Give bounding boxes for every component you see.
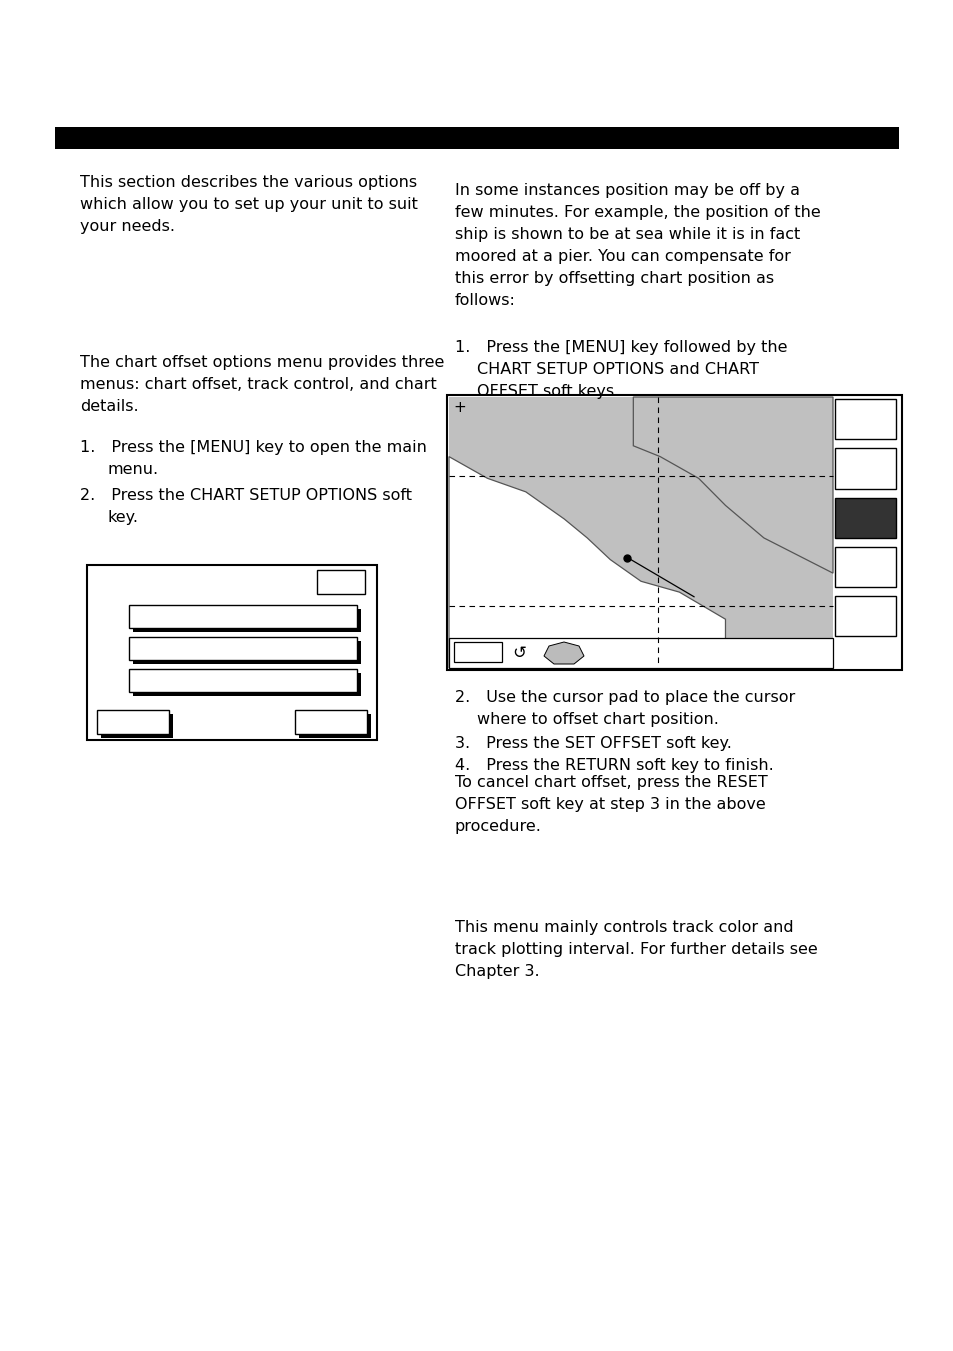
Bar (454, 642, 501, 662)
Text: This menu mainly controls track color and: This menu mainly controls track color an… (455, 920, 793, 935)
Text: +: + (453, 400, 465, 415)
Text: moored at a pier. You can compensate for: moored at a pier. You can compensate for (455, 249, 790, 263)
Bar (449, 638, 832, 667)
Text: This section describes the various options: This section describes the various optio… (80, 176, 416, 190)
Text: To cancel chart offset, press the RESET: To cancel chart offset, press the RESET (455, 775, 767, 790)
Text: The chart offset options menu provides three: The chart offset options menu provides t… (80, 355, 444, 370)
Text: ship is shown to be at sea while it is in fact: ship is shown to be at sea while it is i… (455, 227, 800, 242)
Text: In some instances position may be off by a: In some instances position may be off by… (455, 182, 800, 199)
Text: menu.: menu. (108, 462, 159, 477)
Bar (132, 640, 360, 663)
Polygon shape (449, 457, 724, 667)
Text: 3. Press the SET OFFSET soft key.: 3. Press the SET OFFSET soft key. (455, 736, 731, 751)
Text: your needs.: your needs. (80, 219, 174, 234)
Bar (298, 713, 371, 738)
Bar (449, 397, 832, 667)
Text: details.: details. (80, 399, 138, 413)
Text: menus: chart offset, track control, and chart: menus: chart offset, track control, and … (80, 377, 436, 392)
Bar (87, 565, 376, 740)
Bar (129, 669, 356, 692)
Bar (834, 399, 895, 439)
Text: Chapter 3.: Chapter 3. (455, 965, 539, 979)
Text: OFFSET soft key at step 3 in the above: OFFSET soft key at step 3 in the above (455, 797, 765, 812)
Bar (132, 609, 360, 632)
Polygon shape (633, 397, 832, 573)
Bar (129, 605, 356, 628)
Text: ↺: ↺ (512, 644, 525, 662)
Text: key.: key. (108, 509, 139, 526)
Text: 4. Press the RETURN soft key to finish.: 4. Press the RETURN soft key to finish. (455, 758, 773, 773)
Text: 1. Press the [MENU] key to open the main: 1. Press the [MENU] key to open the main (80, 440, 426, 455)
Text: CHART SETUP OPTIONS and CHART: CHART SETUP OPTIONS and CHART (476, 362, 759, 377)
Text: OFFSET soft keys.: OFFSET soft keys. (476, 384, 618, 399)
Bar (132, 673, 360, 696)
Bar (129, 638, 356, 661)
Text: 2. Use the cursor pad to place the cursor: 2. Use the cursor pad to place the curso… (455, 690, 795, 705)
Bar (834, 449, 895, 489)
Bar (834, 547, 895, 588)
Bar (834, 497, 895, 538)
Text: this error by offsetting chart position as: this error by offsetting chart position … (455, 272, 773, 286)
Bar (55, 127, 898, 149)
Polygon shape (543, 642, 583, 663)
Bar (447, 394, 901, 670)
Text: where to offset chart position.: where to offset chart position. (476, 712, 719, 727)
Text: few minutes. For example, the position of the: few minutes. For example, the position o… (455, 205, 820, 220)
Text: follows:: follows: (455, 293, 516, 308)
Bar (294, 711, 367, 734)
Text: procedure.: procedure. (455, 819, 541, 834)
Text: 2. Press the CHART SETUP OPTIONS soft: 2. Press the CHART SETUP OPTIONS soft (80, 488, 412, 503)
Text: which allow you to set up your unit to suit: which allow you to set up your unit to s… (80, 197, 417, 212)
Bar (316, 570, 365, 594)
Text: 1. Press the [MENU] key followed by the: 1. Press the [MENU] key followed by the (455, 340, 786, 355)
Bar (101, 713, 172, 738)
Bar (834, 596, 895, 636)
Text: track plotting interval. For further details see: track plotting interval. For further det… (455, 942, 817, 957)
Bar (97, 711, 169, 734)
